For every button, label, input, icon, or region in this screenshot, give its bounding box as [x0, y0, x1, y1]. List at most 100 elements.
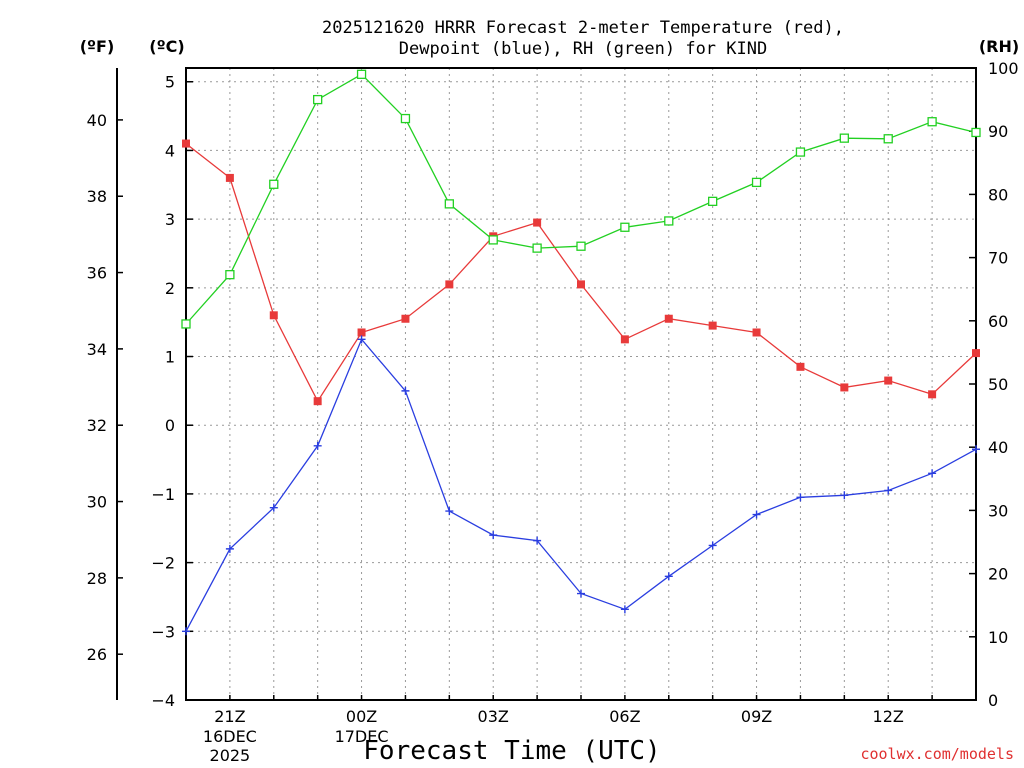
- dewpoint-point: [313, 441, 322, 450]
- rh-point: [181, 319, 191, 329]
- rh-point: [532, 243, 542, 253]
- dewpoint-point: [620, 605, 629, 614]
- celsius-tick-label: 3: [165, 210, 175, 229]
- dewpoint-point: [928, 469, 937, 478]
- dewpoint-point: [182, 627, 190, 636]
- temperature-point: [972, 349, 980, 358]
- dewpoint-point: [796, 493, 805, 502]
- temperature-point: [620, 335, 629, 344]
- fahrenheit-tick-label: 38: [87, 187, 107, 206]
- rh-point: [313, 94, 323, 105]
- rh-point: [795, 147, 806, 157]
- rh-tick-label: 70: [988, 249, 1008, 268]
- rh-tick-label: 100: [988, 59, 1019, 78]
- dewpoint-line: [185, 338, 977, 632]
- rh-point: [971, 127, 981, 138]
- rh-point: [708, 196, 718, 207]
- data-series: [181, 69, 981, 636]
- temperature-point: [664, 314, 673, 323]
- celsius-tick-label: −3: [151, 622, 175, 641]
- dewpoint-point: [489, 531, 498, 540]
- x-tick-label: 21Z: [214, 707, 245, 726]
- rh-tick-label: 60: [988, 312, 1008, 331]
- dewpoint-point: [752, 510, 761, 519]
- x-tick-label: 06Z: [609, 707, 640, 726]
- fahrenheit-unit-label: (ºF): [80, 37, 115, 56]
- temperature-point: [752, 328, 761, 337]
- rh-point: [444, 199, 454, 209]
- x-tick-date-label: 16DEC: [203, 727, 257, 746]
- temperature-point: [313, 397, 322, 406]
- dewpoint-point: [533, 536, 542, 545]
- axes: 2628303234363840−4−3−2−10123450102030405…: [87, 59, 1019, 765]
- dewpoint-point: [884, 486, 893, 495]
- dewpoint-point: [840, 491, 849, 500]
- chart-title-line1: 2025121620 HRRR Forecast 2-meter Tempera…: [322, 18, 844, 38]
- temperature-point: [445, 280, 454, 289]
- celsius-tick-label: 2: [165, 279, 175, 298]
- dewpoint-point: [577, 589, 585, 598]
- rh-tick-label: 50: [988, 375, 1008, 394]
- celsius-tick-label: 4: [165, 141, 175, 160]
- rh-tick-label: 80: [988, 185, 1008, 204]
- temperature-point: [401, 314, 410, 323]
- dewpoint-point: [445, 507, 454, 516]
- rh-point: [269, 179, 279, 189]
- temperature-point: [269, 311, 278, 320]
- dewpoint-point: [972, 445, 980, 454]
- fahrenheit-tick-label: 30: [87, 493, 107, 512]
- rh-tick-label: 20: [988, 565, 1008, 584]
- rh-unit-label: (RH): [979, 37, 1019, 56]
- dewpoint-point: [664, 572, 673, 581]
- fahrenheit-tick-label: 26: [87, 645, 107, 664]
- grid-lines: [186, 68, 976, 700]
- rh-point: [225, 270, 235, 280]
- x-tick-label: 00Z: [346, 707, 377, 726]
- rh-tick-label: 90: [988, 122, 1008, 141]
- fahrenheit-tick-label: 34: [87, 340, 107, 359]
- rh-point: [927, 117, 937, 127]
- x-tick-label: 03Z: [478, 707, 509, 726]
- rh-point: [751, 177, 762, 188]
- dewpoint-point: [708, 541, 717, 550]
- dewpoint-point: [357, 335, 366, 344]
- temperature-point: [840, 383, 849, 392]
- temperature-point: [357, 328, 366, 337]
- rh-point: [664, 216, 674, 226]
- rh-tick-label: 40: [988, 438, 1008, 457]
- x-tick-label: 09Z: [741, 707, 772, 726]
- fahrenheit-tick-label: 36: [87, 264, 107, 283]
- x-tick-label: 12Z: [873, 707, 904, 726]
- temperature-point: [533, 218, 542, 227]
- temperature-point: [225, 173, 234, 182]
- rh-point: [620, 222, 630, 232]
- celsius-unit-label: (ºC): [149, 37, 184, 56]
- temperature-point: [577, 280, 585, 289]
- rh-point: [883, 134, 893, 144]
- rh-tick-label: 30: [988, 501, 1008, 520]
- temperature-point: [884, 376, 893, 385]
- celsius-tick-label: −2: [151, 554, 175, 573]
- plot-frame: [185, 67, 977, 701]
- celsius-tick-label: −4: [151, 691, 175, 710]
- credit-text: coolwx.com/models: [860, 745, 1014, 763]
- rh-tick-label: 10: [988, 628, 1008, 647]
- chart-title-line2: Dewpoint (blue), RH (green) for KIND: [399, 39, 767, 59]
- temperature-point: [928, 390, 937, 399]
- fahrenheit-tick-label: 32: [87, 416, 107, 435]
- rh-point: [356, 69, 367, 79]
- rh-point: [400, 113, 411, 124]
- temperature-point: [708, 321, 717, 330]
- rh-point: [839, 133, 849, 143]
- celsius-tick-label: −1: [151, 485, 175, 504]
- celsius-tick-label: 0: [165, 416, 175, 435]
- x-tick-year-label: 2025: [210, 746, 251, 765]
- rh-point: [576, 241, 586, 251]
- rh-tick-label: 0: [988, 691, 998, 710]
- fahrenheit-tick-label: 28: [87, 569, 107, 588]
- celsius-tick-label: 5: [165, 73, 175, 92]
- dewpoint-point: [401, 386, 410, 395]
- celsius-tick-label: 1: [165, 348, 175, 367]
- temperature-point: [182, 139, 190, 148]
